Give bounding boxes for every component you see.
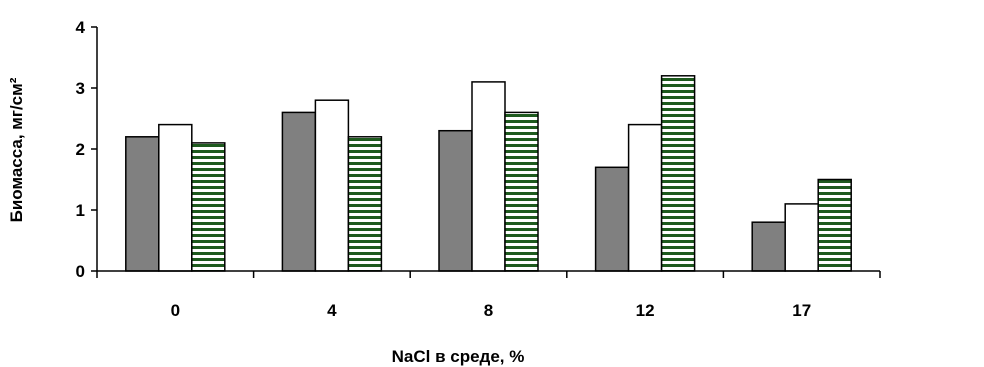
bar-gray-17: [751, 221, 786, 272]
axes: [96, 27, 880, 272]
y-axis-title: Биомасса, мг/см²: [7, 77, 26, 222]
x-tick-label: 8: [484, 301, 493, 320]
bar-white-8: [471, 81, 506, 272]
bars: [125, 75, 852, 272]
x-axis-ticks: 0 4 8 12 17: [96, 271, 881, 320]
x-tick-label: 0: [171, 301, 180, 320]
x-tick-label: 12: [636, 301, 655, 320]
bar-green-stripes-17: [817, 178, 852, 272]
bar-green-stripes-4: [347, 136, 383, 272]
bar-gray-8: [438, 129, 473, 272]
bar-white-0: [158, 123, 193, 272]
y-tick-label: 2: [76, 140, 85, 159]
y-tick-label: 3: [76, 79, 85, 98]
bar-gray-12: [594, 166, 630, 272]
bar-white-4: [314, 99, 350, 272]
bar-gray-4: [281, 111, 317, 272]
bar-green-stripes-12: [660, 75, 696, 272]
x-axis-title: NaCl в среде, %: [392, 347, 525, 366]
y-tick-label: 4: [76, 18, 86, 37]
y-tick-label: 1: [76, 201, 85, 220]
bar-green-stripes-0: [191, 142, 226, 272]
y-axis-ticks: 0 1 2 3 4: [76, 18, 97, 281]
bar-green-stripes-8: [504, 111, 539, 272]
x-tick-label: 17: [792, 301, 811, 320]
x-tick-label: 4: [327, 301, 337, 320]
bar-white-17: [784, 203, 819, 272]
y-tick-label: 0: [76, 262, 85, 281]
bar-white-12: [627, 123, 663, 272]
bar-gray-0: [125, 136, 160, 272]
